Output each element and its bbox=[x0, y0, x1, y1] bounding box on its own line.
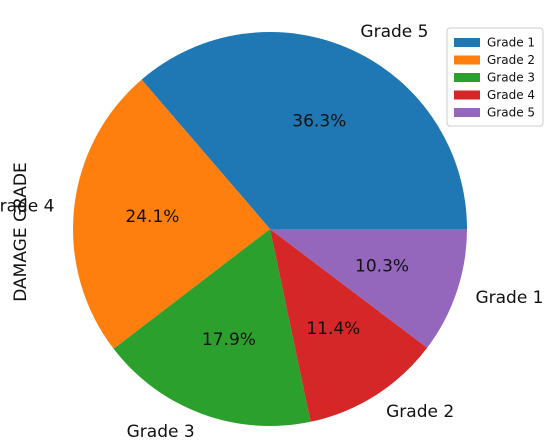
pie-slice-grade-4 bbox=[73, 79, 270, 349]
pie-slice-grade-1 bbox=[270, 229, 467, 348]
legend-swatch bbox=[454, 55, 480, 65]
y-axis-label: DAMAGE GRADE bbox=[11, 162, 31, 302]
percentage-label: 10.3% bbox=[355, 257, 409, 277]
slice-label: Grade 2 bbox=[386, 402, 454, 422]
percentage-labels: 36.3% 24.1% 17.9% 11.4% 10.3% bbox=[125, 112, 409, 350]
percentage-label: 36.3% bbox=[292, 112, 346, 132]
slice-labels: Grade 5 Grade 4 Grade 3 Grade 2 Grade 1 bbox=[0, 22, 544, 440]
legend-entry: Grade 3 bbox=[487, 71, 535, 85]
legend: Grade 1 Grade 2 Grade 3 Grade 4 Grade 5 bbox=[446, 27, 544, 127]
pie-slice-grade-5 bbox=[141, 32, 468, 229]
slice-label: Grade 5 bbox=[360, 22, 428, 42]
legend-entry: Grade 4 bbox=[487, 88, 535, 102]
legend-entry: Grade 5 bbox=[487, 106, 535, 120]
legend-box bbox=[446, 27, 544, 127]
slice-label: Grade 4 bbox=[0, 197, 54, 217]
slice-label: Grade 1 bbox=[475, 288, 543, 308]
pie-slices bbox=[73, 32, 468, 426]
percentage-label: 24.1% bbox=[125, 207, 179, 227]
legend-swatch bbox=[454, 108, 480, 117]
slice-label: Grade 3 bbox=[127, 422, 195, 440]
percentage-label: 11.4% bbox=[306, 319, 360, 339]
pie-slice-grade-2 bbox=[270, 229, 428, 422]
legend-entry: Grade 1 bbox=[487, 36, 535, 50]
legend-swatch bbox=[454, 90, 480, 100]
legend-entry: Grade 2 bbox=[487, 53, 535, 67]
percentage-label: 17.9% bbox=[202, 330, 256, 350]
legend-swatch bbox=[454, 73, 480, 82]
legend-swatch bbox=[454, 38, 480, 47]
pie-slice-grade-3 bbox=[113, 229, 311, 426]
